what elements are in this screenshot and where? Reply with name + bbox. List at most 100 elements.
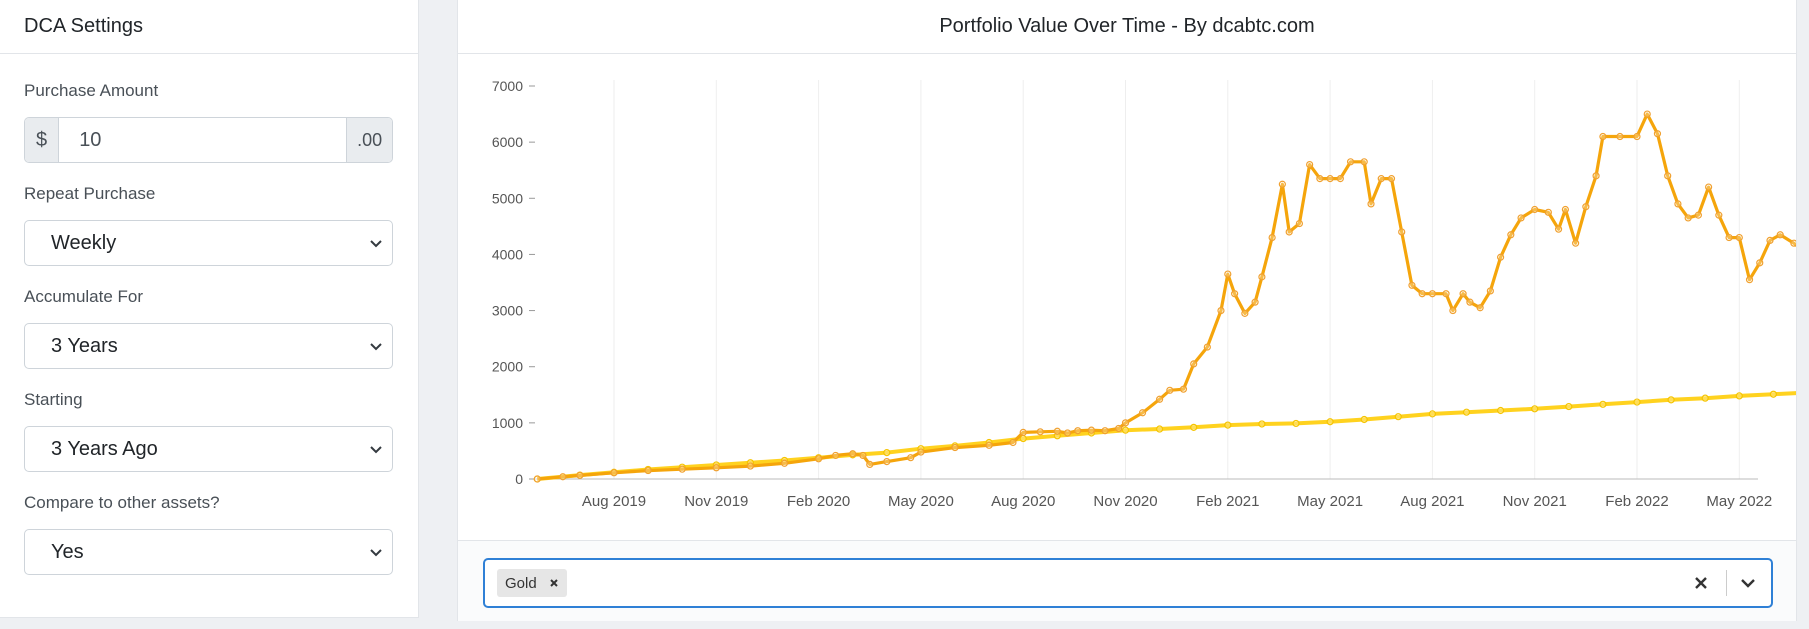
repeat-purchase-value: Weekly <box>51 231 117 254</box>
data-point-bitcoin <box>1346 158 1355 166</box>
x-tick-label: Aug 2019 <box>582 493 646 510</box>
chevron-down-icon <box>370 240 382 248</box>
data-point-bitcoin <box>1643 110 1651 118</box>
x-tick-label: Aug 2020 <box>991 493 1055 510</box>
data-point-gold <box>1599 400 1607 408</box>
chevron-down-icon[interactable] <box>1739 575 1757 591</box>
x-tick-label: Nov 2019 <box>684 493 748 510</box>
compare-select[interactable]: Yes <box>24 529 393 575</box>
data-point-bitcoin <box>985 441 993 449</box>
data-point-bitcoin <box>1790 239 1796 247</box>
data-point-bitcoin <box>1224 270 1232 278</box>
data-point-bitcoin <box>1476 304 1484 312</box>
settings-title: DCA Settings <box>24 15 143 37</box>
compare-assets-multiselect[interactable]: Gold <box>483 558 1773 608</box>
multiselect-separator <box>1726 570 1727 596</box>
data-point-bitcoin <box>1285 228 1293 236</box>
data-point-bitcoin <box>1087 426 1096 434</box>
data-point-bitcoin <box>1466 298 1474 306</box>
data-point-bitcoin <box>859 451 867 460</box>
data-point-bitcoin <box>1360 158 1368 166</box>
data-point-bitcoin <box>1766 236 1774 244</box>
data-point-bitcoin <box>1336 175 1344 183</box>
y-tick-label: 0 <box>515 471 523 487</box>
data-point-bitcoin <box>1115 424 1123 433</box>
data-point-gold <box>1326 418 1334 426</box>
data-point-gold <box>1565 402 1573 411</box>
data-point-bitcoin <box>610 469 618 477</box>
data-point-gold <box>1462 408 1471 416</box>
data-point-bitcoin <box>1725 233 1733 242</box>
data-point-bitcoin <box>1398 228 1406 236</box>
data-point-gold <box>1360 415 1368 424</box>
data-point-gold <box>1121 426 1130 434</box>
data-point-bitcoin <box>1019 428 1027 437</box>
data-point-bitcoin <box>1138 409 1147 417</box>
data-point-gold <box>1258 420 1266 428</box>
data-point-bitcoin <box>1074 427 1082 435</box>
data-point-bitcoin <box>1582 203 1590 211</box>
starting-label: Starting <box>24 390 83 409</box>
asset-chip-label: Gold <box>505 574 537 592</box>
x-tick-label: May 2022 <box>1706 493 1772 510</box>
data-point-bitcoin <box>1036 428 1044 436</box>
data-point-bitcoin <box>1367 200 1375 208</box>
data-point-bitcoin <box>1155 395 1164 403</box>
compare-assets-footer: Gold <box>458 540 1796 621</box>
asset-chip-gold: Gold <box>497 569 567 597</box>
clear-all-icon[interactable] <box>1693 575 1709 591</box>
data-point-bitcoin <box>1599 132 1607 141</box>
data-point-bitcoin <box>1664 172 1672 180</box>
data-point-bitcoin <box>1517 214 1525 222</box>
data-point-bitcoin <box>1735 233 1743 242</box>
data-point-bitcoin <box>832 451 840 460</box>
data-point-bitcoin <box>1572 239 1580 247</box>
purchase-amount-input[interactable] <box>59 118 347 162</box>
x-tick-label: Nov 2021 <box>1503 493 1567 510</box>
x-tick-label: Feb 2022 <box>1605 493 1668 510</box>
chart-title: Portfolio Value Over Time - By dcabtc.co… <box>939 15 1315 37</box>
data-point-bitcoin <box>1231 290 1239 298</box>
x-tick-label: May 2020 <box>888 493 954 510</box>
data-point-gold <box>883 449 891 457</box>
data-point-bitcoin <box>1776 231 1784 239</box>
series-line-gold <box>537 391 1796 481</box>
x-tick-label: Feb 2020 <box>787 493 850 510</box>
data-point-bitcoin <box>907 454 915 462</box>
remove-chip-icon[interactable] <box>547 576 561 590</box>
data-point-bitcoin <box>712 464 720 472</box>
data-point-bitcoin <box>1408 281 1416 289</box>
data-point-bitcoin <box>1554 225 1563 233</box>
data-point-bitcoin <box>1442 290 1450 298</box>
data-point-bitcoin <box>1616 132 1624 141</box>
data-point-bitcoin <box>533 475 541 483</box>
data-point-gold <box>1496 406 1505 415</box>
data-point-bitcoin <box>849 450 857 458</box>
chevron-down-icon <box>370 343 382 351</box>
data-point-bitcoin <box>1705 183 1713 191</box>
data-point-bitcoin <box>678 465 686 473</box>
data-point-bitcoin <box>1745 276 1754 284</box>
data-point-gold <box>1769 390 1778 398</box>
data-point-bitcoin <box>1496 253 1505 261</box>
data-point-bitcoin <box>1449 306 1457 315</box>
data-point-bitcoin <box>1268 233 1276 242</box>
data-point-bitcoin <box>1486 287 1494 295</box>
data-point-gold <box>1531 405 1539 413</box>
data-point-bitcoin <box>1217 306 1225 315</box>
purchase-amount-group: $ .00 <box>24 117 393 163</box>
chevron-down-icon <box>370 446 382 454</box>
cents-suffix: .00 <box>346 118 392 162</box>
y-tick-label: 6000 <box>492 134 523 150</box>
data-point-bitcoin <box>917 448 925 456</box>
data-point-bitcoin <box>1418 290 1426 298</box>
data-point-bitcoin <box>1278 180 1286 188</box>
data-point-bitcoin <box>1121 419 1130 427</box>
y-tick-label: 1000 <box>492 415 523 431</box>
data-point-bitcoin <box>1101 427 1109 435</box>
repeat-purchase-select[interactable]: Weekly <box>24 220 393 266</box>
accumulate-for-select[interactable]: 3 Years <box>24 323 393 369</box>
data-point-gold <box>1224 421 1232 429</box>
starting-select[interactable]: 3 Years Ago <box>24 426 393 472</box>
data-point-bitcoin <box>866 460 874 469</box>
